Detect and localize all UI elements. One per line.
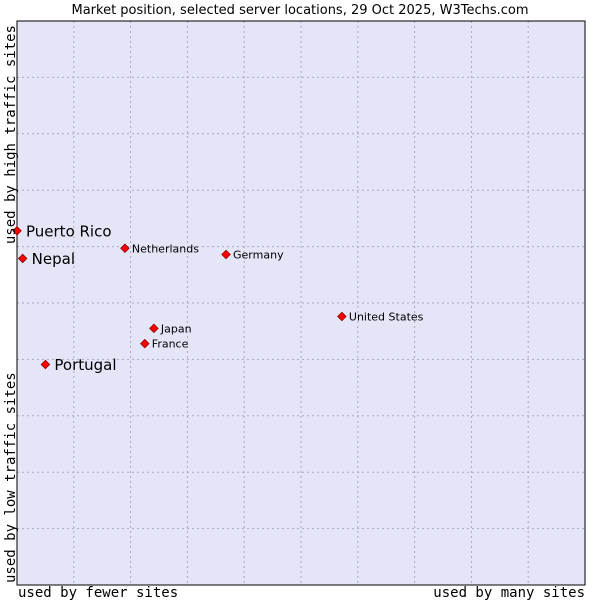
data-point-nepal: Nepal — [17, 250, 75, 268]
point-label: United States — [349, 311, 424, 324]
data-point-portugal: Portugal — [40, 356, 117, 374]
point-marker — [12, 226, 22, 236]
point-marker — [120, 243, 130, 254]
point-label: Portugal — [54, 356, 116, 374]
point-label: Netherlands — [132, 242, 199, 255]
point-label: Germany — [233, 248, 284, 261]
data-point-france: France — [140, 338, 189, 351]
point-marker — [40, 359, 51, 370]
plot-border — [16, 20, 586, 586]
point-marker — [140, 338, 150, 349]
data-point-puerto-rico: Puerto Rico — [12, 222, 112, 240]
y-axis-label-top: used by high traffic sites — [3, 25, 19, 244]
point-label: Japan — [160, 322, 192, 335]
data-point-netherlands: Netherlands — [120, 242, 199, 255]
point-marker — [221, 249, 231, 260]
x-axis-label-right: used by many sites — [433, 585, 585, 600]
point-marker — [149, 323, 159, 334]
point-marker — [17, 253, 28, 264]
point-marker — [337, 311, 347, 322]
chart-title: Market position, selected server locatio… — [71, 3, 528, 18]
y-axis-label-bottom: used by low traffic sites — [3, 372, 19, 583]
data-point-japan: Japan — [149, 322, 192, 335]
point-label: Nepal — [32, 250, 75, 268]
x-axis-label-left: used by fewer sites — [18, 585, 178, 600]
plot-area: Puerto Rico Nepal Portugal Netherlands Germa… — [12, 20, 586, 586]
point-label: France — [152, 338, 189, 351]
data-point-germany: Germany — [221, 248, 284, 261]
point-label: Puerto Rico — [26, 222, 112, 240]
data-point-united-states: United States — [337, 311, 424, 324]
